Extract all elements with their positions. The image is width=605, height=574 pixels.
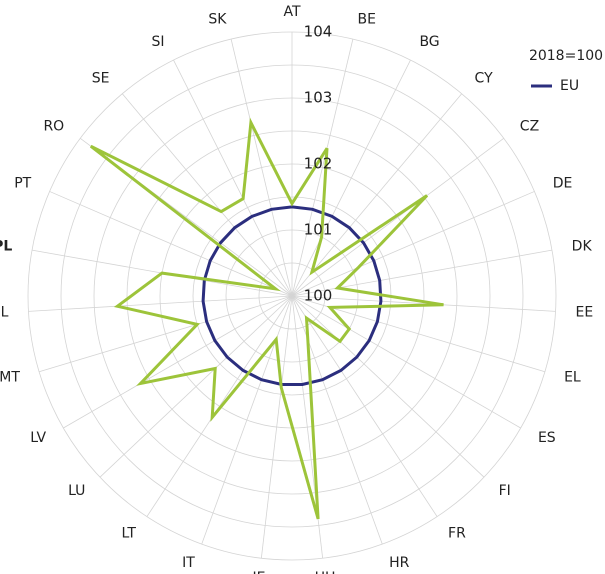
category-label: NL bbox=[0, 305, 9, 321]
spoke bbox=[173, 59, 293, 297]
category-label: LV bbox=[30, 430, 46, 446]
category-label: DK bbox=[572, 239, 593, 255]
category-label: LU bbox=[68, 483, 85, 499]
category-label: IT bbox=[182, 555, 195, 571]
spoke bbox=[291, 295, 438, 517]
category-label: SE bbox=[92, 70, 110, 86]
spoke bbox=[38, 295, 293, 373]
spoke bbox=[201, 295, 293, 545]
spoke bbox=[291, 59, 411, 297]
spoke bbox=[291, 138, 504, 297]
spoke bbox=[291, 93, 463, 297]
spoke bbox=[291, 295, 556, 312]
category-label: LT bbox=[122, 525, 137, 541]
category-label: EE bbox=[576, 305, 594, 321]
r-tick-label: 102 bbox=[304, 155, 333, 173]
spoke bbox=[49, 191, 293, 297]
spoke bbox=[121, 93, 293, 297]
spoke bbox=[291, 295, 521, 429]
spoke bbox=[28, 295, 293, 312]
category-label: EL bbox=[564, 369, 581, 385]
spoke bbox=[291, 39, 354, 297]
category-label: HU bbox=[315, 570, 336, 574]
series-line bbox=[89, 117, 444, 520]
spoke bbox=[291, 295, 485, 478]
category-label: CY bbox=[475, 70, 494, 86]
category-label: BE bbox=[357, 12, 375, 28]
category-label: ES bbox=[538, 430, 556, 446]
category-label: IE bbox=[253, 570, 266, 574]
category-label: PL bbox=[0, 239, 12, 255]
category-label: CZ bbox=[520, 118, 539, 134]
spoke bbox=[99, 295, 293, 478]
r-tick-label: 101 bbox=[304, 221, 333, 239]
category-label: SK bbox=[208, 12, 227, 28]
category-label: FR bbox=[448, 525, 466, 541]
spoke bbox=[260, 295, 293, 559]
subtitle: 2018=100 bbox=[529, 48, 603, 64]
r-tick-label: 103 bbox=[304, 89, 333, 107]
r-tick-label: 104 bbox=[304, 23, 333, 41]
spoke bbox=[291, 295, 383, 545]
category-label: DE bbox=[553, 176, 573, 192]
category-label: RO bbox=[43, 118, 64, 134]
series-line bbox=[201, 205, 383, 386]
category-label: FI bbox=[499, 483, 511, 499]
legend-label: EU bbox=[560, 78, 579, 94]
category-label: PT bbox=[14, 176, 31, 192]
spoke bbox=[291, 191, 535, 297]
category-label: MT bbox=[0, 369, 20, 385]
category-label: BG bbox=[419, 34, 439, 50]
category-label: SI bbox=[152, 34, 165, 50]
category-label: HR bbox=[389, 555, 410, 571]
spoke bbox=[63, 295, 293, 429]
spoke bbox=[230, 39, 293, 297]
category-label: AT bbox=[283, 4, 300, 20]
r-tick-label: 100 bbox=[304, 287, 333, 305]
